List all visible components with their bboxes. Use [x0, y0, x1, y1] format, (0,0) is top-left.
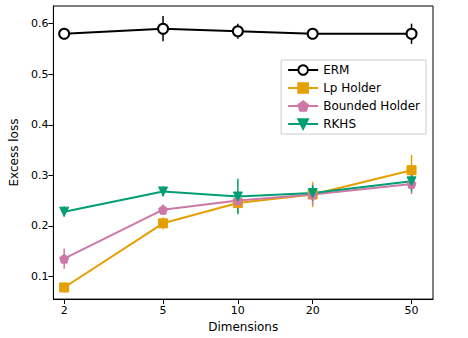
svg-text:0.2: 0.2 [31, 219, 49, 232]
svg-text:0.1: 0.1 [31, 270, 49, 283]
svg-text:20: 20 [306, 304, 320, 317]
svg-text:0.6: 0.6 [31, 17, 49, 30]
svg-text:ERM: ERM [323, 63, 349, 77]
svg-text:0.5: 0.5 [31, 68, 49, 81]
svg-text:Dimensions: Dimensions [208, 320, 278, 334]
svg-text:Lp Holder: Lp Holder [323, 81, 381, 95]
svg-text:10: 10 [231, 304, 245, 317]
svg-text:Excess loss: Excess loss [7, 119, 21, 187]
svg-text:50: 50 [405, 304, 419, 317]
svg-text:5: 5 [160, 304, 167, 317]
svg-text:2: 2 [61, 304, 68, 317]
svg-text:0.3: 0.3 [31, 169, 49, 182]
svg-text:0.4: 0.4 [31, 118, 49, 131]
svg-text:Bounded Holder: Bounded Holder [323, 99, 420, 113]
svg-text:RKHS: RKHS [323, 117, 356, 131]
